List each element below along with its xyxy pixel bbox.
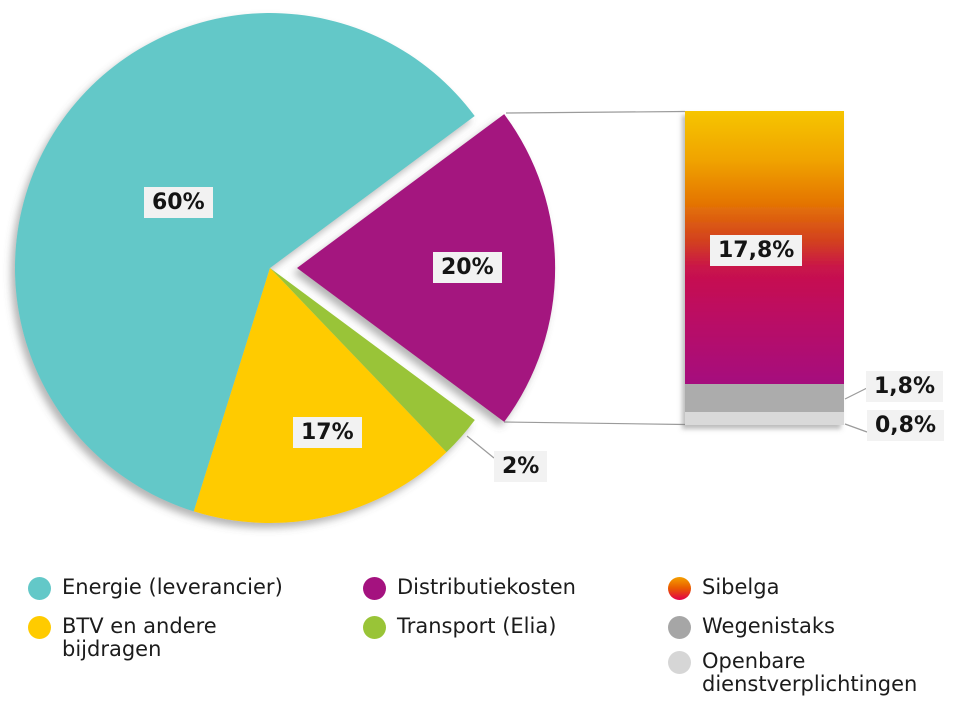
btv-swatch-icon: [28, 616, 51, 639]
leader-line-openbare: [844, 423, 868, 433]
legend-label: BTV en andere bijdragen: [62, 614, 217, 661]
legend-item-wegenistaks: Wegenistaks: [668, 615, 835, 639]
legend-item-distributie: Distributiekosten: [363, 576, 576, 600]
sibelga-swatch-icon: [668, 577, 691, 600]
legend-label: Energie (leverancier): [62, 575, 283, 599]
bar-segment-openbare: [685, 412, 844, 425]
legend-item-openbare: Openbare dienstverplichtingen: [668, 650, 947, 696]
legend-item-energie: Energie (leverancier): [28, 576, 294, 600]
distributie-swatch-icon: [363, 577, 386, 600]
breakdown-bar: [685, 111, 844, 425]
transport-swatch-icon: [363, 616, 386, 639]
legend-label: Sibelga: [702, 575, 780, 599]
legend-item-transport: Transport (Elia): [363, 615, 556, 639]
legend-label: Openbare dienstverplichtingen: [702, 649, 918, 696]
connector-wedge-bar-top: [505, 110, 686, 114]
legend-item-btv: BTV en andere bijdragen: [28, 615, 294, 661]
label-wegenistaks-pct: 1,8%: [866, 371, 944, 402]
label-energie-pct: 60%: [144, 187, 213, 218]
leader-line-wegenistaks: [844, 387, 868, 400]
wegenistaks-swatch-icon: [668, 616, 691, 639]
pie-slice-distributie-exploded: [297, 114, 556, 422]
legend-label: Transport (Elia): [397, 614, 557, 638]
legend-label: Wegenistaks: [702, 614, 835, 638]
connector-wedge-bar-bottom: [503, 421, 686, 426]
connector-lines: [466, 110, 868, 459]
pie-slice-energie: [14, 13, 475, 512]
openbare-swatch-icon: [668, 651, 691, 674]
label-distributie-pct: 20%: [433, 252, 502, 283]
energie-swatch-icon: [28, 577, 51, 600]
label-sibelga-pct: 17,8%: [710, 235, 803, 266]
label-btv-pct: 17%: [293, 417, 362, 448]
leader-line-transport: [466, 435, 495, 459]
bar-segment-wegenistaks: [685, 384, 844, 412]
label-transport-pct: 2%: [494, 451, 548, 482]
pie-slice-btv: [193, 268, 447, 524]
label-openbare-pct: 0,8%: [867, 410, 945, 441]
legend-item-sibelga: Sibelga: [668, 576, 779, 600]
pie-slice-transport: [270, 268, 475, 453]
pie-slices: [14, 13, 556, 524]
legend-label: Distributiekosten: [397, 575, 576, 599]
